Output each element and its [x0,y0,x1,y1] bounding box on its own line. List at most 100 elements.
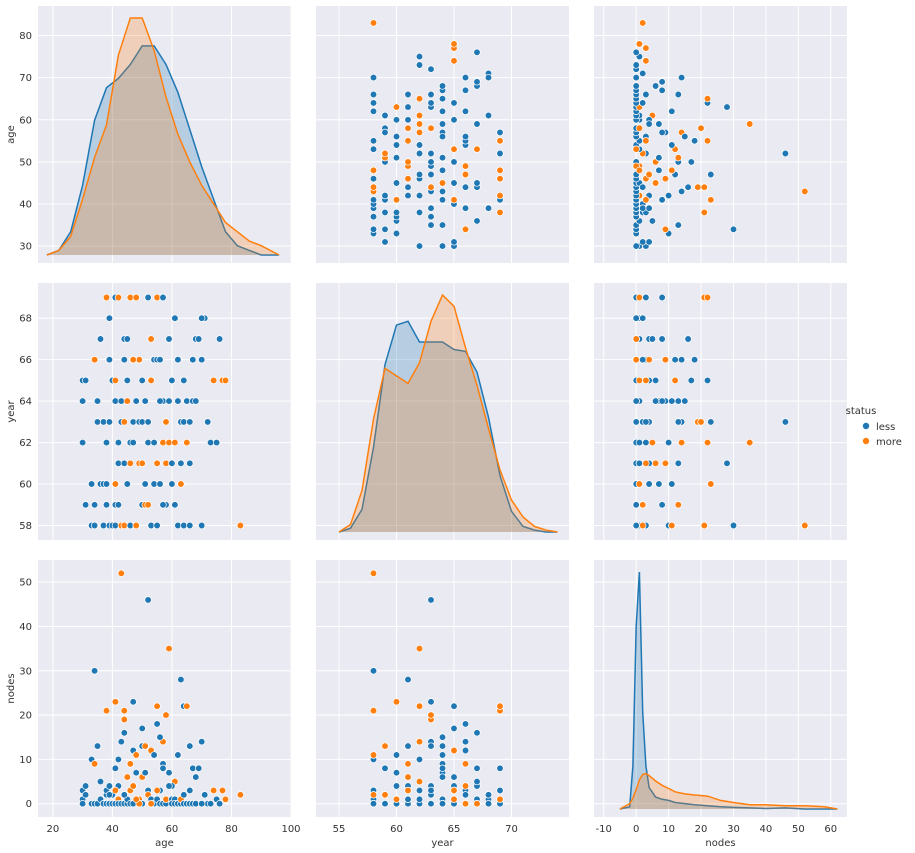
scatter-point-less [171,314,179,322]
scatter-point-less [415,141,424,149]
scatter-point-less [781,418,790,426]
scatter-point-less [168,376,176,385]
scatter-point-less [655,154,663,162]
scatter-point-more [123,397,131,405]
scatter-point-more [153,702,161,710]
scatter-point-more [496,191,504,200]
scatter-point-less [404,795,412,803]
scatter-point-less [484,204,493,212]
scatter-point-more [132,795,140,803]
scatter-point-more [392,698,401,706]
ytick-label-age: 40 [19,200,32,211]
scatter-point-more [639,19,647,27]
ytick-label-age: 80 [19,31,32,42]
scatter-point-less [684,335,692,343]
scatter-point-less [450,724,458,733]
scatter-point-less [165,397,173,405]
scatter-point-less [427,99,435,107]
scatter-point-less [438,764,447,772]
ylabel-age: age [6,125,17,144]
kde-line-less-year [338,320,558,533]
legend-title: status [846,406,877,417]
xtick-label-age: 40 [106,824,119,835]
scatter-point-more [236,521,245,530]
scatter-point-less [645,480,653,488]
panel-nodes-vs-year: 55 60 65 70 year [316,560,569,849]
scatter-point-less [186,418,194,426]
scatter-point-less [632,314,640,322]
scatter-point-more [209,786,218,795]
scatter-point-less [484,73,493,82]
scatter-point-more [639,521,647,530]
scatter-point-less [438,242,447,250]
scatter-point-less [177,459,185,467]
scatter-point-less [427,149,435,158]
scatter-point-less [450,238,458,246]
scatter-point-less [117,738,125,746]
scatter-point-less [392,769,401,777]
scatter-point-more [159,438,167,447]
scatter-point-less [392,229,401,238]
scatter-point-less [404,116,412,124]
scatter-point-more [102,707,111,715]
scatter-point-more [404,158,412,166]
xlabel-age: age [155,838,174,849]
scatter-point-less [687,158,695,166]
scatter-point-less [674,459,682,467]
scatter-point-more [461,800,470,808]
scatter-point-less [461,204,470,212]
scatter-point-more [404,760,412,768]
scatter-point-less [415,795,424,803]
scatter-point-less [668,397,676,405]
scatter-point-more [404,773,412,781]
scatter-point-less [415,61,424,69]
ytick-label-year: 60 [19,480,32,491]
xtick-label-nodes: 0 [633,824,639,835]
scatter-point-less [369,137,378,145]
scatter-point-less [461,738,470,746]
scatter-point-more [703,137,712,145]
ytick-label-nodes: 0 [26,799,32,810]
scatter-point-more [703,293,712,302]
scatter-point-less [651,376,660,385]
legend: status less more [846,406,902,448]
kde-line-more-year [338,293,558,533]
scatter-point-less [180,376,188,385]
scatter-point-less [369,196,378,204]
scatter-point-more [369,751,378,759]
scatter-point-less [189,356,197,364]
scatter-point-less [484,791,493,799]
scatter-point-more [668,166,676,174]
scatter-point-more [111,786,120,795]
scatter-point-less [639,204,647,212]
scatter-point-less [192,773,200,781]
scatter-point-less [461,132,470,141]
scatter-point-less [132,769,140,777]
kde-line-less-nodes [619,571,838,810]
scatter-point-less [153,521,161,530]
scatter-point-less [114,501,123,509]
scatter-point-less [415,149,424,158]
scatter-point-less [404,103,412,111]
scatter-point-less [129,418,137,426]
scatter-point-less [392,179,401,187]
scatter-point-more [703,438,712,447]
scatter-point-less [369,667,378,675]
scatter-point-more [635,40,644,48]
xtick-label-nodes: 10 [662,824,675,835]
scatter-point-less [484,800,493,808]
xtick-label-year: 60 [390,824,403,835]
scatter-point-less [90,521,99,530]
scatter-point-less [381,128,389,137]
scatter-point-less [427,742,435,750]
scatter-point-less [404,191,412,200]
scatter-point-more [707,480,715,488]
scatter-point-less [664,438,673,447]
scatter-point-less [668,480,676,488]
scatter-point-less [427,170,435,179]
scatter-point-less [168,459,176,467]
scatter-point-more [183,438,191,447]
scatter-point-more [381,149,389,158]
scatter-point-more [632,145,640,153]
scatter-point-more [415,95,424,103]
